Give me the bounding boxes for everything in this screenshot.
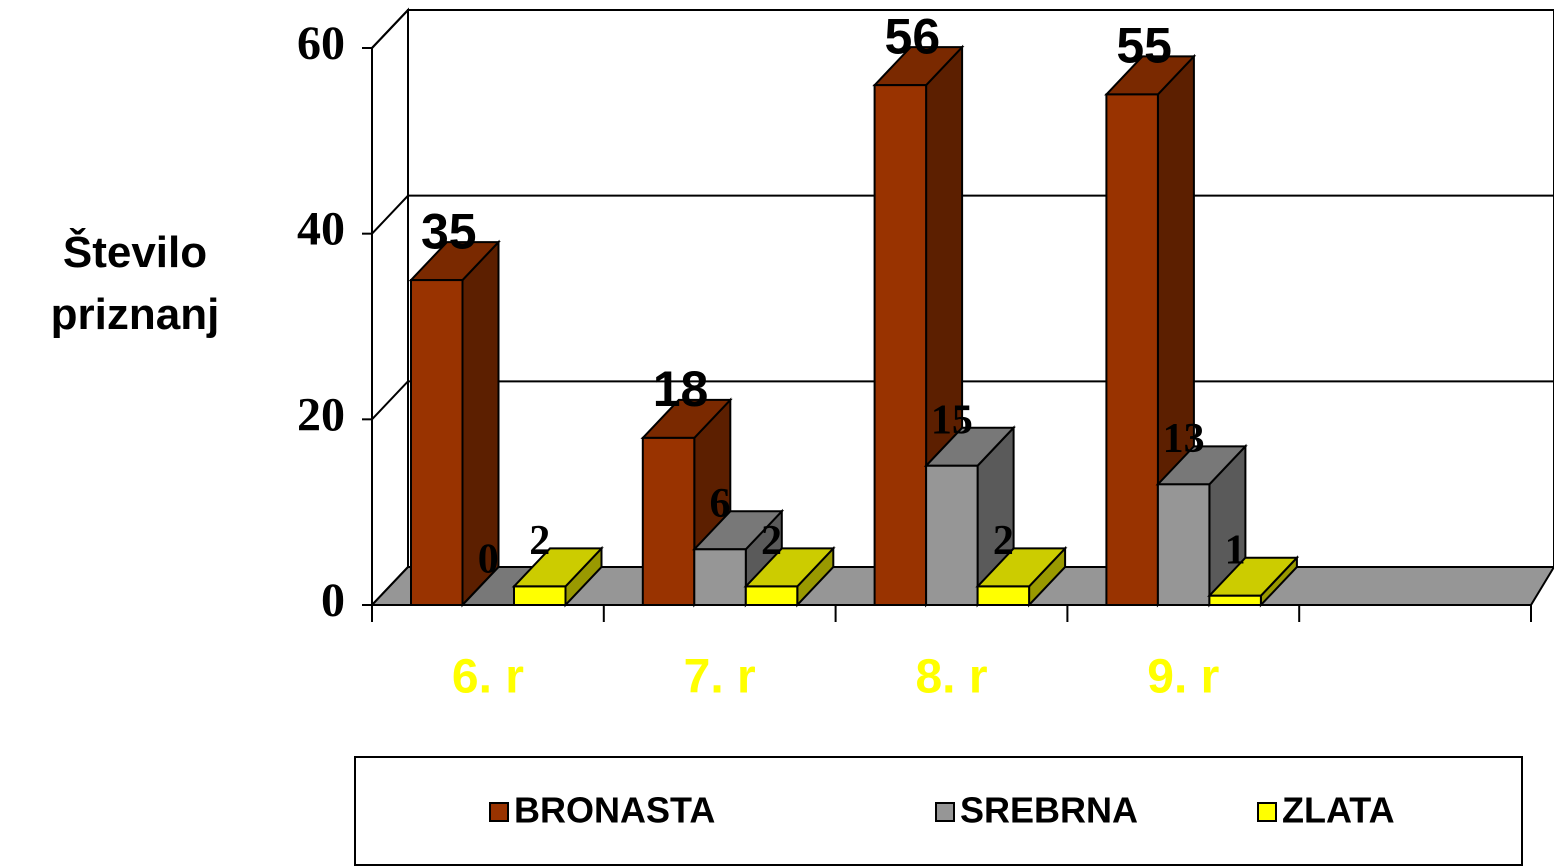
bar: [1105, 93, 1159, 607]
bar: [1156, 483, 1211, 607]
side-wall: [371, 7, 409, 608]
y-tick-label: 20: [297, 388, 345, 441]
data-label: 6: [710, 481, 731, 527]
legend-label: SREBRNA: [960, 790, 1138, 831]
bar: [693, 548, 747, 606]
x-tick-label: 6. r: [452, 651, 524, 704]
data-label: 18: [653, 361, 709, 417]
data-label: 35: [421, 203, 477, 259]
data-label: 2: [761, 518, 782, 564]
data-label: 13: [1163, 416, 1205, 462]
legend-label: BRONASTA: [514, 790, 715, 831]
x-tick-label: 8. r: [915, 651, 987, 704]
legend-swatch: [1257, 802, 1277, 822]
bar: [976, 585, 1031, 607]
data-label: 2: [993, 518, 1014, 564]
legend-swatch: [489, 802, 509, 822]
bar: [1208, 594, 1262, 607]
x-tick-label: 9. r: [1147, 651, 1219, 704]
x-tick-label: 7. r: [684, 651, 756, 704]
y-tick-label: 60: [297, 17, 345, 70]
data-label: 0: [478, 537, 499, 583]
y-tick-label: 0: [321, 574, 345, 627]
data-label: 55: [1116, 18, 1172, 74]
bar: [513, 585, 567, 607]
data-label: 56: [885, 8, 941, 64]
bar: [925, 464, 979, 606]
bar: [410, 279, 464, 606]
legend-swatch: [935, 802, 955, 822]
legend-label: ZLATA: [1282, 790, 1395, 831]
y-tick-label: 40: [297, 203, 345, 256]
data-label: 15: [931, 397, 973, 443]
bar: [641, 436, 696, 606]
y-axis-label: Število priznanj: [50, 228, 220, 339]
grid-line: [371, 9, 1554, 49]
data-label: 2: [529, 518, 550, 564]
bar: [744, 585, 799, 607]
bar: [873, 84, 928, 606]
data-label: 1: [1225, 527, 1246, 573]
